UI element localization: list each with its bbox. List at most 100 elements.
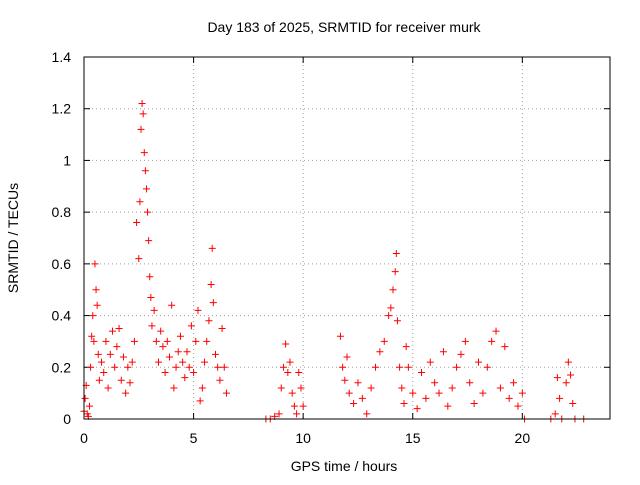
data-point-plus-marker	[343, 353, 351, 361]
data-point-plus-marker	[345, 389, 353, 397]
axis-ticks: 0 0.2 0.4 0.6 0.8 1 1.2 1.4 0 5 10 15 20	[52, 49, 610, 446]
data-point-plus-marker	[391, 268, 399, 276]
data-point-plus-marker	[192, 337, 200, 345]
data-point-plus-marker	[404, 363, 412, 371]
y-tick-label: 0.2	[52, 359, 72, 375]
data-point-plus-marker	[341, 376, 349, 384]
data-point-plus-marker	[137, 125, 145, 133]
data-point-plus-marker	[367, 384, 375, 392]
data-point-plus-marker	[501, 343, 509, 351]
data-point-plus-marker	[196, 397, 204, 405]
data-point-plus-marker	[165, 353, 173, 361]
data-point-plus-marker	[152, 337, 160, 345]
data-point-plus-marker	[376, 348, 384, 356]
data-point-plus-marker	[387, 304, 395, 312]
data-point-plus-marker	[556, 394, 564, 402]
data-point-plus-marker	[453, 363, 461, 371]
data-point-plus-marker	[569, 399, 577, 407]
data-point-plus-marker	[295, 368, 303, 376]
data-point-plus-marker	[87, 363, 95, 371]
data-point-plus-marker	[144, 208, 152, 216]
data-point-plus-marker	[190, 368, 198, 376]
data-point-plus-marker	[299, 402, 307, 410]
data-point-plus-marker	[209, 299, 217, 307]
data-point-plus-marker	[275, 410, 283, 418]
data-point-plus-marker	[380, 337, 388, 345]
data-point-plus-marker	[174, 348, 182, 356]
data-point-plus-marker	[128, 358, 136, 366]
data-point-plus-marker	[553, 374, 561, 382]
data-point-plus-marker	[363, 410, 371, 418]
data-point-plus-marker	[470, 399, 478, 407]
data-point-plus-marker	[461, 337, 469, 345]
data-point-plus-marker	[119, 353, 127, 361]
data-point-plus-marker	[93, 301, 101, 309]
x-axis-label: GPS time / hours	[291, 458, 398, 474]
data-point-plus-marker	[205, 317, 213, 325]
x-tick-label: 20	[515, 430, 531, 446]
data-point-plus-marker	[117, 376, 125, 384]
data-point-plus-marker	[392, 250, 400, 258]
y-tick-label: 0.8	[52, 204, 72, 220]
data-point-plus-marker	[393, 317, 401, 325]
data-point-plus-marker	[159, 343, 167, 351]
data-point-plus-marker	[551, 410, 559, 418]
data-point-plus-marker	[475, 358, 482, 366]
data-point-plus-marker	[170, 384, 178, 392]
data-point-plus-marker	[208, 244, 216, 252]
plot-frame	[83, 56, 611, 420]
y-tick-label: 0.4	[52, 308, 72, 324]
data-point-plus-marker	[94, 350, 102, 358]
data-point-plus-marker	[290, 402, 298, 410]
data-points	[80, 100, 588, 423]
data-point-plus-marker	[400, 399, 408, 407]
data-point-plus-marker	[92, 286, 100, 294]
y-tick-label: 0.6	[52, 256, 72, 272]
data-point-plus-marker	[422, 394, 430, 402]
y-axis-label: SRMTID / TECUs	[5, 183, 21, 293]
data-point-plus-marker	[130, 337, 138, 345]
data-point-plus-marker	[203, 337, 211, 345]
data-point-plus-marker	[126, 379, 134, 387]
data-point-plus-marker	[113, 343, 121, 351]
data-point-plus-marker	[286, 358, 294, 366]
data-point-plus-marker	[90, 337, 98, 345]
data-point-plus-marker	[567, 371, 575, 379]
data-point-plus-marker	[176, 332, 184, 340]
data-point-plus-marker	[385, 312, 393, 320]
data-point-plus-marker	[402, 343, 410, 351]
data-point-plus-marker	[85, 402, 93, 410]
data-point-plus-marker	[135, 255, 143, 263]
data-point-plus-marker	[146, 273, 154, 281]
data-point-plus-marker	[510, 379, 518, 387]
data-point-plus-marker	[479, 389, 487, 397]
x-tick-label: 0	[80, 430, 88, 446]
data-point-plus-marker	[185, 363, 193, 371]
data-point-plus-marker	[141, 167, 149, 175]
data-point-plus-marker	[505, 394, 513, 402]
data-point-plus-marker	[163, 337, 171, 345]
data-point-plus-marker	[413, 405, 421, 413]
data-point-plus-marker	[216, 376, 224, 384]
data-point-plus-marker	[148, 322, 156, 330]
data-point-plus-marker	[161, 368, 169, 376]
data-point-plus-marker	[98, 358, 106, 366]
data-point-plus-marker	[145, 237, 153, 245]
data-point-plus-marker	[218, 325, 226, 332]
data-point-plus-marker	[354, 379, 362, 387]
data-point-plus-marker	[201, 358, 209, 366]
data-point-plus-marker	[194, 306, 202, 314]
data-point-plus-marker	[179, 358, 187, 366]
data-point-plus-marker	[396, 363, 404, 371]
y-tick-label: 1.4	[52, 49, 72, 65]
data-point-plus-marker	[439, 348, 447, 356]
data-point-plus-marker	[389, 286, 397, 294]
x-tick-label: 5	[190, 430, 198, 446]
data-point-plus-marker	[187, 322, 195, 330]
data-point-plus-marker	[138, 100, 146, 108]
chart-title: Day 183 of 2025, SRMTID for receiver mur…	[207, 19, 481, 35]
data-point-plus-marker	[288, 389, 296, 397]
data-point-plus-marker	[106, 350, 114, 358]
data-point-plus-marker	[168, 301, 176, 309]
